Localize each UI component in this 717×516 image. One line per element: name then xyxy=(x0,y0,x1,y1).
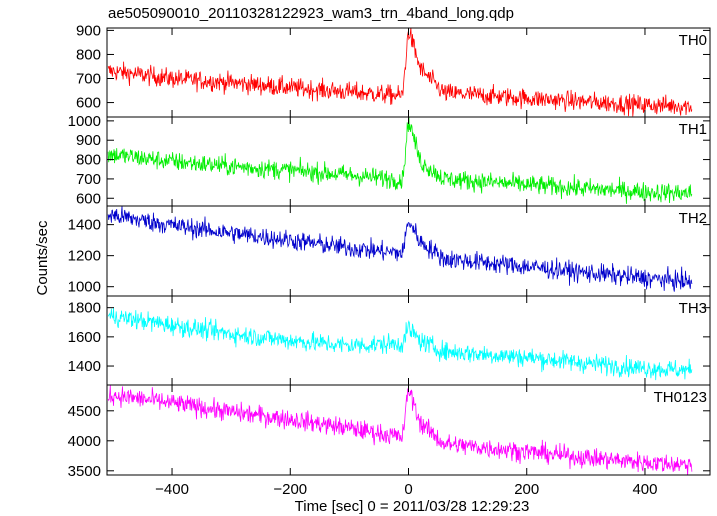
y-tick-label: 700 xyxy=(76,71,101,88)
x-tick-label: −200 xyxy=(273,481,307,498)
y-tick-label: 1200 xyxy=(68,248,101,265)
y-tick-label: 4500 xyxy=(68,403,101,420)
x-axis-label: Time [sec] 0 = 2011/03/28 12:29:23 xyxy=(295,498,530,515)
panel-th0: 900 800 700 600 TH0 xyxy=(76,22,711,118)
panel-label: TH3 xyxy=(679,300,707,317)
y-tick-label: 1600 xyxy=(68,329,101,346)
panel-th3: 1800 1600 1400 TH3 xyxy=(68,295,711,386)
chart-title: ae505090010_20110328122923_wam3_trn_4ban… xyxy=(108,5,514,22)
y-tick-label: 1000 xyxy=(68,279,101,296)
y-tick-label: 900 xyxy=(76,132,101,149)
y-tick-label: 600 xyxy=(76,95,101,112)
panel-label: TH0 xyxy=(679,32,707,49)
x-tick-label: 200 xyxy=(514,481,539,498)
y-tick-label: 1400 xyxy=(68,217,101,234)
y-axis-label: Counts/sec xyxy=(34,220,51,296)
panel-label: TH0123 xyxy=(654,389,707,406)
y-tick-label: 1400 xyxy=(68,358,101,375)
y-tick-label: 600 xyxy=(76,190,101,207)
y-tick-label: 4000 xyxy=(68,433,101,450)
series-line-th0 xyxy=(107,28,693,117)
panel-frame xyxy=(106,295,711,386)
y-tick-label: 700 xyxy=(76,171,101,188)
y-tick-label: 1800 xyxy=(68,300,101,317)
y-tick-label: 800 xyxy=(76,152,101,169)
panel-frame xyxy=(106,205,711,297)
panel-th1: 1000 900 800 700 600 TH1 xyxy=(68,113,711,207)
x-tick-label: −400 xyxy=(155,481,189,498)
series-line-th3 xyxy=(107,307,693,381)
y-tick-label: 1000 xyxy=(68,113,101,130)
panel-th0123: 4500 4000 3500 TH0123 xyxy=(68,384,711,480)
panels-group: 900 800 700 600 TH0 1000 900 800 700 600 TH1 1400 12… xyxy=(68,22,711,498)
panel-th2: 1400 1200 1000 TH2 xyxy=(68,205,711,297)
y-tick-label: 900 xyxy=(76,22,101,39)
series-line-th0123 xyxy=(107,385,693,475)
panel-label: TH2 xyxy=(679,210,707,227)
series-line-th2 xyxy=(107,206,693,292)
panel-label: TH1 xyxy=(679,121,707,138)
series-line-th1 xyxy=(107,117,693,204)
y-tick-label: 800 xyxy=(76,46,101,63)
x-tick-label: 400 xyxy=(632,481,657,498)
y-tick-label: 3500 xyxy=(68,463,101,480)
x-tick-label: 0 xyxy=(404,481,412,498)
